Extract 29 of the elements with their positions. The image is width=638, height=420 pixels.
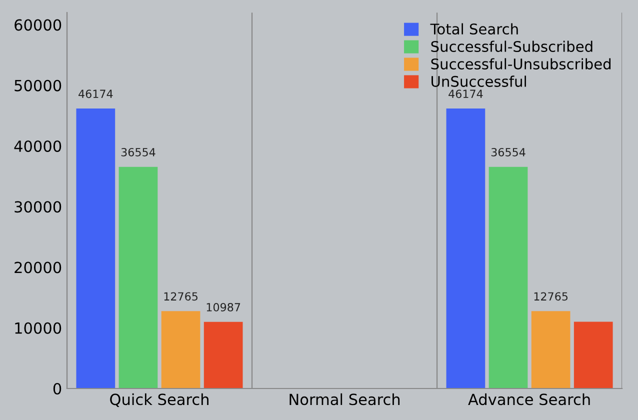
data-label: 46174 xyxy=(78,90,113,98)
bar xyxy=(161,311,200,388)
bar xyxy=(531,311,570,388)
data-label: 10987 xyxy=(206,302,240,312)
y-tick-label: 30000 xyxy=(14,201,62,213)
y-tick-label: 40000 xyxy=(14,140,62,152)
bar xyxy=(574,322,613,388)
data-label: 36554 xyxy=(121,148,156,156)
bar xyxy=(118,166,158,388)
x-tick-label: Advance Search xyxy=(468,393,590,406)
legend-label: UnSuccessful xyxy=(432,76,526,87)
bar xyxy=(204,322,243,388)
legend-label: Total Search xyxy=(430,23,518,35)
data-label: 12765 xyxy=(164,292,198,301)
y-tick-label: 10000 xyxy=(15,322,62,334)
x-tick-label: Quick Search xyxy=(110,393,208,407)
y-tick-label: 20000 xyxy=(14,262,62,274)
legend-label: Successful-Unsubscribed xyxy=(431,58,611,70)
bar xyxy=(76,108,116,388)
y-tick-label: 0 xyxy=(53,382,62,395)
x-tick-label: Normal Search xyxy=(290,393,400,406)
y-tick-label: 50000 xyxy=(14,80,62,92)
bar xyxy=(488,166,528,388)
bar xyxy=(446,108,486,388)
legend-label: Successful-Subscribed xyxy=(431,40,592,52)
data-label: 36554 xyxy=(491,148,526,156)
data-label: 46174 xyxy=(448,90,483,98)
y-tick-label: 60000 xyxy=(14,19,62,31)
data-label: 12765 xyxy=(534,292,568,301)
